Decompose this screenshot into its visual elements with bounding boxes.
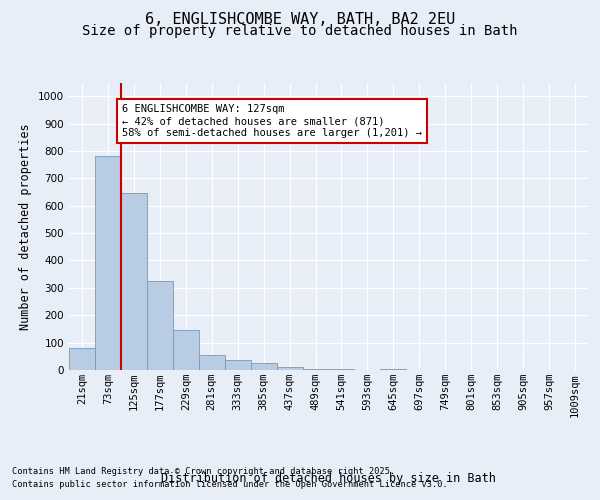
Text: Contains HM Land Registry data © Crown copyright and database right 2025.: Contains HM Land Registry data © Crown c…: [12, 467, 395, 476]
X-axis label: Distribution of detached houses by size in Bath: Distribution of detached houses by size …: [161, 472, 496, 485]
Text: Contains public sector information licensed under the Open Government Licence v3: Contains public sector information licen…: [12, 480, 448, 489]
Bar: [380, 368, 406, 370]
Text: Size of property relative to detached houses in Bath: Size of property relative to detached ho…: [82, 24, 518, 38]
Y-axis label: Number of detached properties: Number of detached properties: [19, 123, 32, 330]
Bar: [95, 156, 121, 370]
Bar: [225, 360, 251, 370]
Bar: [147, 281, 173, 370]
Bar: [302, 368, 329, 370]
Text: 6 ENGLISHCOMBE WAY: 127sqm
← 42% of detached houses are smaller (871)
58% of sem: 6 ENGLISHCOMBE WAY: 127sqm ← 42% of deta…: [122, 104, 422, 138]
Bar: [329, 368, 355, 370]
Bar: [199, 355, 224, 370]
Bar: [121, 194, 147, 370]
Bar: [277, 368, 302, 370]
Bar: [251, 363, 277, 370]
Text: 6, ENGLISHCOMBE WAY, BATH, BA2 2EU: 6, ENGLISHCOMBE WAY, BATH, BA2 2EU: [145, 12, 455, 28]
Bar: [69, 348, 95, 370]
Bar: [173, 330, 199, 370]
